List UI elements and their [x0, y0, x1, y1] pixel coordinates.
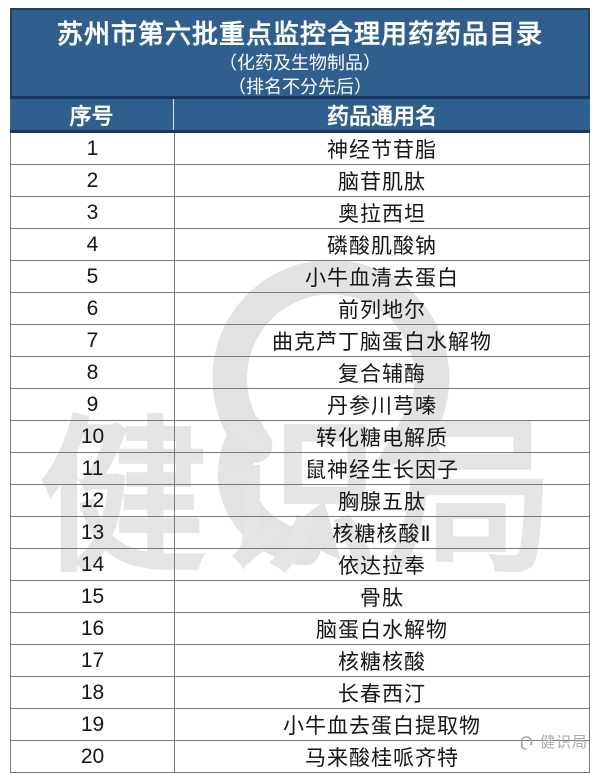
row-index-cell: 8: [11, 357, 175, 388]
column-header-index: 序号: [10, 99, 174, 130]
row-index-cell: 12: [11, 485, 175, 516]
drug-name-cell: 核糖核酸: [338, 650, 426, 674]
page-subtitle-category: （化药及生物制品）: [219, 53, 381, 73]
row-index-cell: 13: [11, 517, 175, 548]
table-row: 20 马来酸桂哌齐特: [11, 741, 589, 773]
drug-name-cell: 骨肽: [360, 586, 404, 610]
drug-name-cell: 前列地尔: [338, 298, 426, 322]
badge-label: 健识局: [539, 734, 588, 751]
table-row: 6 前列地尔: [11, 293, 589, 325]
table-row: 16 脑蛋白水解物: [11, 613, 589, 645]
row-index-cell: 4: [11, 229, 175, 260]
table-title-block: 苏州市第六批重点监控合理用药药品目录 （化药及生物制品） （排名不分先后）: [10, 8, 590, 97]
drug-name-cell: 曲克芦丁脑蛋白水解物: [272, 330, 492, 354]
page-subtitle-note: （排名不分先后）: [228, 77, 372, 97]
watermark-badge: 健识局: [518, 731, 588, 752]
page-title: 苏州市第六批重点监控合理用药药品目录: [56, 19, 543, 49]
row-index-cell: 11: [11, 453, 175, 484]
column-header-drug-name: 药品通用名: [326, 103, 437, 129]
drug-name-cell: 小牛血清去蛋白: [305, 266, 459, 290]
drug-name-cell: 鼠神经生长因子: [305, 458, 459, 482]
row-index-cell: 17: [11, 645, 175, 676]
table-row: 11 鼠神经生长因子: [11, 453, 589, 485]
drug-name-cell: 马来酸桂哌齐特: [305, 746, 459, 770]
table-body: 1 神经节苷脂 2 脑苷肌肽 3 奥拉西坦 4 磷酸肌酸钠: [10, 133, 590, 773]
table-row: 1 神经节苷脂: [11, 133, 589, 165]
row-index-cell: 16: [11, 613, 175, 644]
drug-name-cell: 核糖核酸Ⅱ: [332, 522, 432, 546]
table-row: 13 核糖核酸Ⅱ: [11, 517, 589, 549]
drug-name-cell: 丹参川芎嗪: [327, 394, 437, 418]
table-row: 15 骨肽: [11, 581, 589, 613]
drug-name-cell: 磷酸肌酸钠: [327, 234, 437, 258]
table-row: 9 丹参川芎嗪: [11, 389, 589, 421]
badge-swirl-icon: [518, 733, 536, 751]
row-index-cell: 3: [11, 197, 175, 228]
drug-name-cell: 转化糖电解质: [316, 426, 448, 450]
row-index-cell: 9: [11, 389, 175, 420]
row-index-cell: 10: [11, 421, 175, 452]
table-row: 7 曲克芦丁脑蛋白水解物: [11, 325, 589, 357]
row-index-cell: 14: [11, 549, 175, 580]
table-row: 14 依达拉奉: [11, 549, 589, 581]
row-index-cell: 7: [11, 325, 175, 356]
drug-name-cell: 胸腺五肽: [338, 490, 426, 514]
table-row: 8 复合辅酶: [11, 357, 589, 389]
table-row: 10 转化糖电解质: [11, 421, 589, 453]
row-index-cell: 18: [11, 677, 175, 708]
drug-name-cell: 神经节苷脂: [327, 138, 437, 162]
row-index-cell: 6: [11, 293, 175, 324]
drug-name-cell: 长春西汀: [338, 682, 426, 706]
row-index-cell: 15: [11, 581, 175, 612]
row-index-cell: 1: [11, 133, 175, 164]
table-row: 12 胸腺五肽: [11, 485, 589, 517]
drug-catalog-table: 苏州市第六批重点监控合理用药药品目录 （化药及生物制品） （排名不分先后） 序号…: [10, 8, 590, 773]
table-row: 2 脑苷肌肽: [11, 165, 589, 197]
table-row: 17 核糖核酸: [11, 645, 589, 677]
drug-name-cell: 脑蛋白水解物: [316, 618, 448, 642]
table-row: 18 长春西汀: [11, 677, 589, 709]
drug-name-cell: 复合辅酶: [338, 362, 426, 386]
row-index-cell: 19: [11, 709, 175, 740]
table-row: 19 小牛血去蛋白提取物: [11, 709, 589, 741]
table-row: 4 磷酸肌酸钠: [11, 229, 589, 261]
drug-name-cell: 依达拉奉: [338, 554, 426, 578]
table-header-row: 序号 药品通用名: [10, 96, 590, 133]
drug-name-cell: 脑苷肌肽: [338, 170, 426, 194]
table-row: 3 奥拉西坦: [11, 197, 589, 229]
row-index-cell: 2: [11, 165, 175, 196]
table-row: 5 小牛血清去蛋白: [11, 261, 589, 293]
drug-name-cell: 小牛血去蛋白提取物: [283, 714, 481, 738]
row-index-cell: 20: [11, 741, 175, 772]
drug-name-cell: 奥拉西坦: [338, 202, 426, 226]
row-index-cell: 5: [11, 261, 175, 292]
